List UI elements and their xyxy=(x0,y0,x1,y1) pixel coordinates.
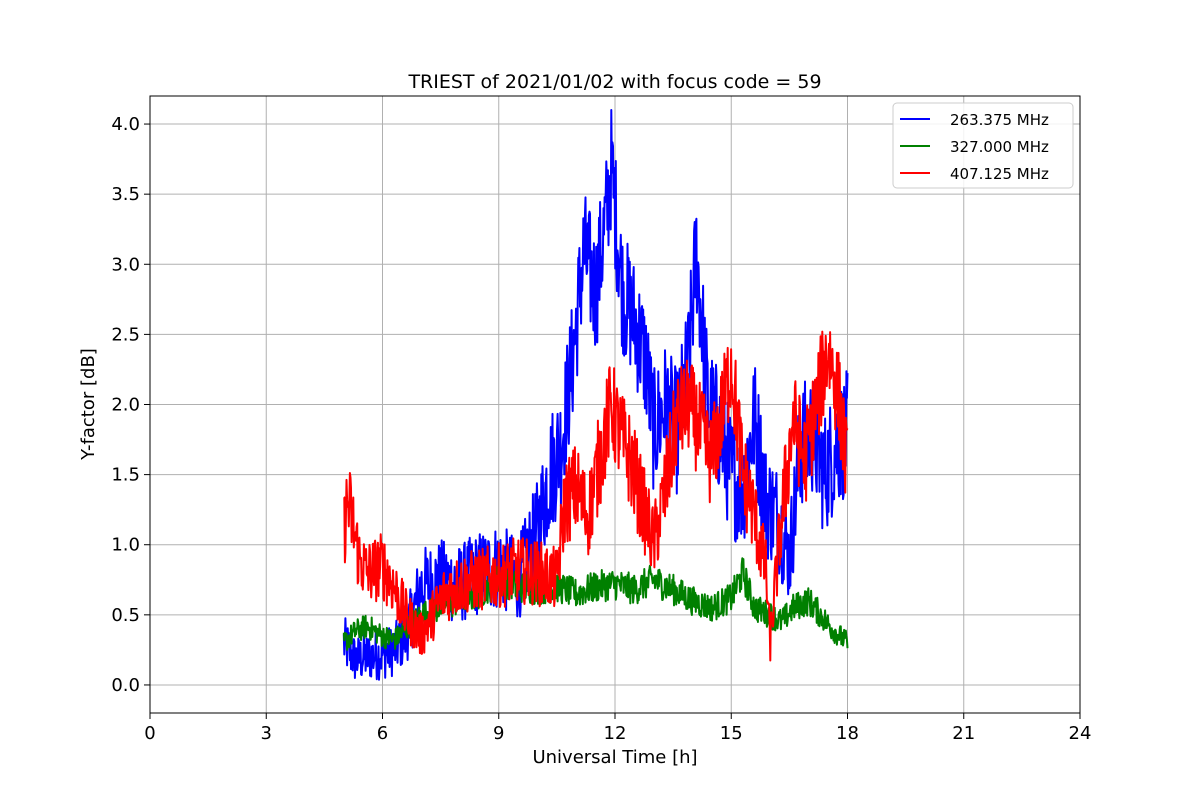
y-tick-label: 0.0 xyxy=(111,675,140,696)
y-tick-label: 2.0 xyxy=(111,395,140,416)
x-axis-label: Universal Time [h] xyxy=(532,747,697,768)
legend-label-series-1: 263.375 MHz xyxy=(950,111,1049,129)
y-tick-label: 0.5 xyxy=(111,605,140,626)
y-tick-label: 1.0 xyxy=(111,535,140,556)
y-axis-label: Y-factor [dB] xyxy=(78,348,99,461)
x-tick-label: 6 xyxy=(377,723,388,744)
plot-area xyxy=(342,109,849,681)
series-line-3 xyxy=(343,330,849,662)
x-tick-label: 0 xyxy=(144,723,155,744)
y-tick-label: 3.0 xyxy=(111,254,140,275)
y-tick-label: 4.0 xyxy=(111,114,140,135)
y-tick-label: 2.5 xyxy=(111,324,140,345)
x-tick-label: 15 xyxy=(720,723,743,744)
legend-box xyxy=(892,102,1074,189)
x-tick-label: 21 xyxy=(952,723,975,744)
legend: 263.375 MHz 327.000 MHz 407.125 MHz xyxy=(892,102,1074,189)
x-tick-label: 24 xyxy=(1069,723,1092,744)
x-tick-label: 3 xyxy=(261,723,272,744)
x-axis-ticks: 0 3 6 9 12 15 18 21 24 xyxy=(144,713,1091,744)
y-tick-label: 3.5 xyxy=(111,184,140,205)
legend-label-series-2: 327.000 MHz xyxy=(950,138,1049,156)
y-tick-label: 1.5 xyxy=(111,465,140,486)
chart-title: TRIEST of 2021/01/02 with focus code = 5… xyxy=(407,71,821,93)
legend-label-series-3: 407.125 MHz xyxy=(950,165,1049,183)
y-axis-ticks: 0.0 0.5 1.0 1.5 2.0 2.5 3.0 3.5 4.0 xyxy=(111,114,150,696)
series-line-1 xyxy=(342,109,849,681)
series-line-2 xyxy=(342,557,849,651)
x-tick-label: 9 xyxy=(493,723,504,744)
x-tick-label: 18 xyxy=(836,723,859,744)
x-tick-label: 12 xyxy=(604,723,627,744)
